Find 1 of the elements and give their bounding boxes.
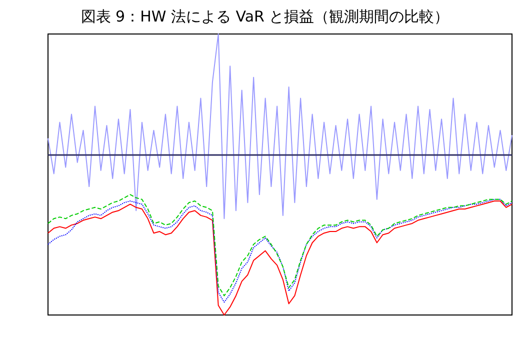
chart-title: 図表 9：HW 法による VaR と損益（観測期間の比較） [80, 8, 450, 26]
